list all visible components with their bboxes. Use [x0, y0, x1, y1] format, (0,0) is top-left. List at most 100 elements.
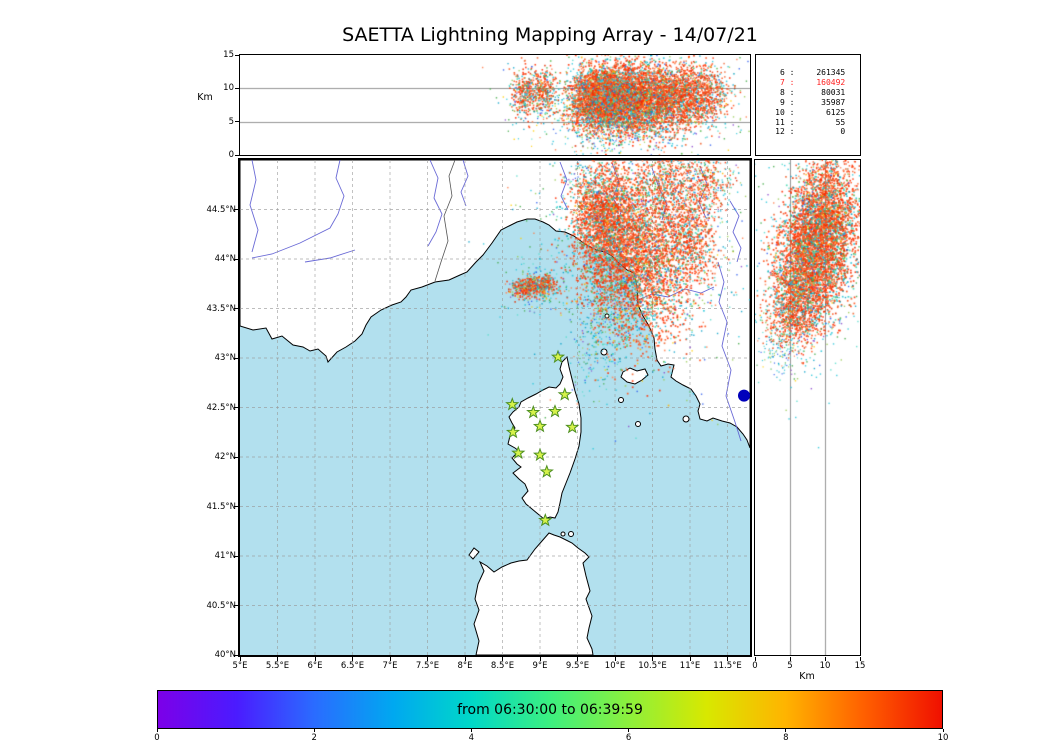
- altitude-longitude-scatter: [240, 55, 750, 155]
- time-colorbar: from 06:30:00 to 06:39:59: [157, 690, 943, 729]
- tick-mark: [235, 121, 239, 123]
- stat-cell: 160492: [816, 77, 846, 87]
- map-lightning-scatter: [240, 160, 750, 655]
- stat-cell: 7: [779, 77, 785, 87]
- stat-cell: 6125: [825, 107, 846, 117]
- tick-mark: [427, 657, 428, 661]
- map-lon-tick: 11.5°E: [713, 661, 742, 671]
- source-count-legend: 6 : 261345 7 : 160492 8 : 80031 9 : 35987 10…: [755, 54, 861, 156]
- tick-mark: [942, 729, 944, 732]
- stat-cell: 80031: [821, 87, 846, 97]
- tick-mark: [577, 657, 578, 661]
- stat-cell: 35987: [821, 97, 846, 107]
- altitude-latitude-scatter: [755, 160, 860, 655]
- stat-cell: :: [784, 77, 800, 87]
- stat-cell: 8: [779, 87, 785, 97]
- tick-mark: [727, 657, 728, 661]
- map-lat-tick: 42.5°N: [206, 402, 236, 413]
- station-count-row: 8 : 80031: [756, 88, 860, 98]
- top-panel-ytick: 0: [228, 150, 234, 160]
- tick-mark: [234, 407, 238, 408]
- station-count-row: 11 : 55: [756, 118, 860, 128]
- tick-mark: [789, 657, 791, 661]
- map-panel: [238, 158, 752, 657]
- top-panel-ytick: 5: [228, 116, 234, 127]
- map-lon-tick: 10°E: [604, 661, 626, 671]
- map-lat-tick: 43.5°N: [206, 303, 236, 314]
- station-count-row: 12 : 0: [756, 127, 860, 137]
- stat-cell: 11: [775, 117, 785, 127]
- colorbar-tick: 6: [625, 733, 632, 743]
- altitude-longitude-panel: [239, 54, 751, 156]
- tick-mark: [234, 209, 238, 210]
- colorbar-tick: 0: [154, 733, 160, 743]
- map-lon-tick: 6°E: [307, 661, 323, 671]
- map-lon-tick: 9.5°E: [565, 661, 590, 671]
- right-panel-xtick: 0: [752, 661, 758, 671]
- colorbar-label: from 06:30:00 to 06:39:59: [457, 701, 643, 718]
- tick-mark: [314, 657, 316, 661]
- map-lat-tick: 44.5°N: [206, 204, 236, 215]
- map-lon-tick: 10.5°E: [638, 661, 667, 671]
- top-panel-ytick: 10: [223, 83, 234, 94]
- tick-mark: [234, 605, 238, 606]
- tick-mark: [234, 654, 238, 656]
- tick-mark: [689, 657, 691, 661]
- stat-cell: :: [784, 117, 800, 127]
- tick-mark: [464, 657, 466, 661]
- tick-mark: [234, 357, 238, 359]
- colorbar-gradient: [158, 691, 942, 728]
- map-lon-tick: 7.5°E: [415, 661, 440, 671]
- stat-cell: 9: [779, 97, 785, 107]
- tick-mark: [628, 729, 630, 732]
- map-lat-tick: 42°N: [214, 452, 236, 462]
- map-lat-tick: 43°N: [214, 353, 236, 363]
- right-panel-xtick: 5: [787, 661, 793, 671]
- tick-mark: [239, 657, 241, 661]
- map-lon-tick: 11°E: [679, 661, 701, 671]
- stat-cell: 261345: [816, 68, 846, 77]
- tick-mark: [235, 87, 239, 89]
- stat-cell: 55: [835, 117, 846, 127]
- stat-cell: 12: [775, 127, 785, 137]
- tick-mark: [502, 657, 503, 661]
- station-count-row: 9 : 35987: [756, 98, 860, 108]
- station-count-row: 10 : 6125: [756, 108, 860, 118]
- tick-mark: [235, 154, 239, 156]
- map-lon-tick: 7°E: [382, 661, 398, 671]
- tick-mark: [652, 657, 653, 661]
- tick-mark: [234, 555, 238, 557]
- station-count-row: 7 : 160492: [756, 78, 860, 88]
- tick-mark: [234, 506, 238, 507]
- tick-mark: [235, 54, 239, 56]
- tick-mark: [614, 657, 616, 661]
- colorbar-tick: 8: [783, 733, 789, 743]
- map-lon-tick: 8.5°E: [490, 661, 515, 671]
- map-lon-tick: 5.5°E: [265, 661, 290, 671]
- right-panel-unit-label: Km: [799, 671, 815, 682]
- tick-mark: [277, 657, 278, 661]
- altitude-latitude-panel: [754, 159, 861, 656]
- tick-mark: [470, 729, 472, 732]
- stat-cell: :: [784, 68, 800, 77]
- map-lat-tick: 40.5°N: [206, 600, 236, 611]
- map-lon-tick: 6.5°E: [340, 661, 365, 671]
- tick-mark: [313, 729, 315, 732]
- stat-cell: :: [784, 127, 800, 137]
- tick-mark: [785, 729, 787, 732]
- tick-mark: [234, 456, 238, 458]
- tick-mark: [234, 258, 238, 260]
- figure-title: SAETTA Lightning Mapping Array - 14/07/2…: [342, 24, 758, 46]
- map-lon-tick: 5°E: [232, 661, 248, 671]
- station-count-row: 6 : 261345: [756, 68, 860, 78]
- stat-cell: :: [784, 107, 800, 117]
- colorbar-tick: 2: [311, 733, 317, 743]
- stat-cell: 10: [775, 107, 785, 117]
- tick-mark: [234, 308, 238, 309]
- map-lat-tick: 41.5°N: [206, 501, 236, 512]
- top-panel-unit-label: Km: [197, 92, 213, 103]
- colorbar-tick: 4: [468, 733, 475, 743]
- tick-mark: [389, 657, 391, 661]
- stat-cell: 0: [840, 127, 846, 137]
